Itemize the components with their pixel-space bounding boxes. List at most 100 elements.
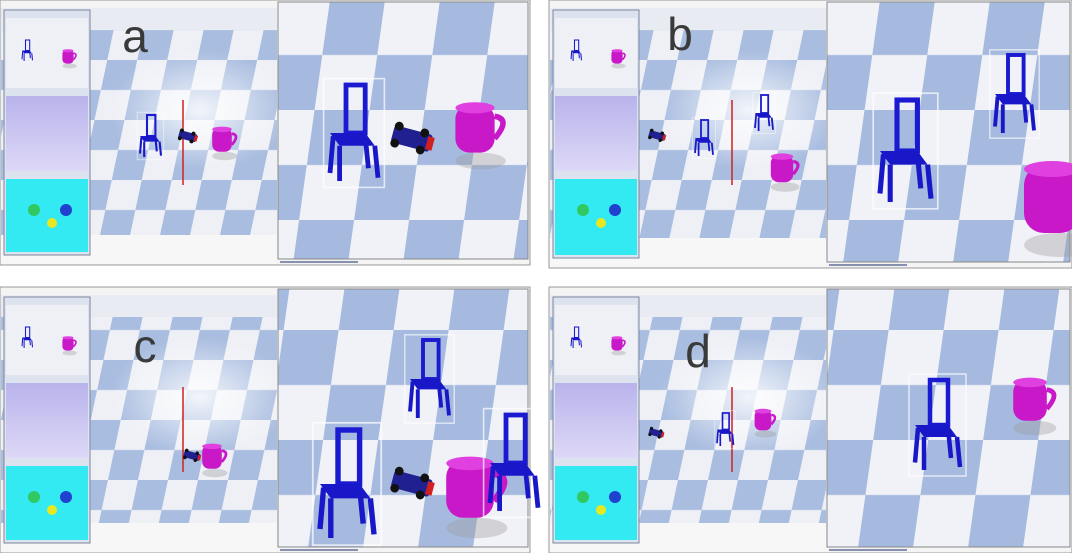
mug-body <box>212 128 232 152</box>
bbox <box>569 325 584 350</box>
car-wheel <box>660 131 664 136</box>
car-wheel <box>394 121 404 131</box>
car-wheel <box>648 432 652 437</box>
mug-handle <box>1044 387 1057 411</box>
mug-top <box>770 153 794 160</box>
chair <box>404 334 455 424</box>
mug <box>62 336 77 356</box>
rgb-view <box>555 18 637 88</box>
mug-top <box>611 49 623 53</box>
chair <box>752 92 776 134</box>
mug <box>1024 161 1072 257</box>
mug-handle <box>492 113 506 141</box>
mug <box>1013 377 1057 436</box>
mug <box>611 336 626 356</box>
panel: d <box>548 286 1072 553</box>
mug-top <box>62 336 74 340</box>
car-body <box>178 130 198 143</box>
chair-legs <box>21 51 34 62</box>
bbox <box>908 373 967 477</box>
car-wheel <box>390 483 400 493</box>
panel: a <box>0 0 531 266</box>
panel-label: a <box>122 10 148 62</box>
mug-handle <box>791 159 800 176</box>
mug-shadow <box>611 63 626 69</box>
mug-top <box>611 336 623 340</box>
mug-top <box>446 456 494 471</box>
car-wheel <box>394 466 404 476</box>
mug-body <box>455 105 495 153</box>
toy-car <box>648 128 667 143</box>
seg-blob <box>47 505 57 515</box>
chair-legs <box>754 114 774 132</box>
panel: c <box>0 286 546 553</box>
car-wheel <box>659 429 663 433</box>
panel-label: c <box>134 320 157 372</box>
mug <box>212 126 238 161</box>
car-wheel <box>658 138 663 143</box>
car-wheel <box>648 135 652 140</box>
chair <box>692 117 716 159</box>
seg-blob <box>60 204 72 216</box>
seg-blob <box>47 218 57 228</box>
chair <box>569 38 584 63</box>
mug-shadow <box>754 430 777 438</box>
mug <box>446 456 508 539</box>
car-wheel <box>415 490 425 500</box>
bbox <box>482 407 546 519</box>
mug-body <box>1013 380 1047 421</box>
car-body <box>391 125 433 152</box>
seg-blob <box>596 218 606 228</box>
chair-legs <box>570 338 583 349</box>
chair <box>311 421 383 547</box>
toy-car <box>390 121 435 155</box>
bbox <box>136 111 165 161</box>
car-wheel <box>657 435 661 439</box>
car-wheel <box>649 426 654 431</box>
car-wheel <box>184 448 189 453</box>
car-body <box>648 428 664 438</box>
chair-legs <box>912 427 963 470</box>
mug <box>611 49 626 69</box>
chair-legs <box>487 465 541 512</box>
chair <box>20 38 35 63</box>
mug-shadow <box>446 517 508 539</box>
mug-top <box>1024 161 1072 177</box>
mug-body <box>754 410 772 431</box>
mug-top <box>212 126 232 133</box>
mug-body <box>446 460 494 518</box>
chair <box>872 92 939 210</box>
toy-car <box>648 426 665 439</box>
seg-blob <box>596 505 606 515</box>
car-wheel <box>179 128 184 133</box>
light <box>659 50 839 170</box>
car-wheel <box>420 473 430 483</box>
seg-view <box>555 466 637 540</box>
depth-view <box>555 383 637 458</box>
car-body <box>391 470 433 497</box>
chair-legs <box>877 154 934 203</box>
mug-handle <box>621 52 626 61</box>
chair-back <box>573 326 580 339</box>
bbox <box>569 38 584 63</box>
light <box>659 337 839 457</box>
seg-blob <box>577 204 589 216</box>
mug <box>754 408 777 438</box>
bbox <box>20 38 35 63</box>
mug-top <box>455 102 495 114</box>
mug-shadow <box>62 350 77 356</box>
mug-shadow <box>611 350 626 356</box>
toy-car <box>177 128 199 144</box>
chair-back <box>760 94 770 114</box>
mug-shadow <box>1024 233 1072 257</box>
car-wheel <box>195 451 199 456</box>
mug-top <box>202 443 222 450</box>
car-wheel <box>191 131 196 136</box>
mug-body <box>202 445 222 469</box>
car-wheel <box>415 145 425 155</box>
mug-body <box>62 50 74 64</box>
chair-legs <box>408 381 451 418</box>
bbox <box>989 49 1040 139</box>
chair <box>20 325 35 350</box>
chair-legs <box>570 51 583 62</box>
